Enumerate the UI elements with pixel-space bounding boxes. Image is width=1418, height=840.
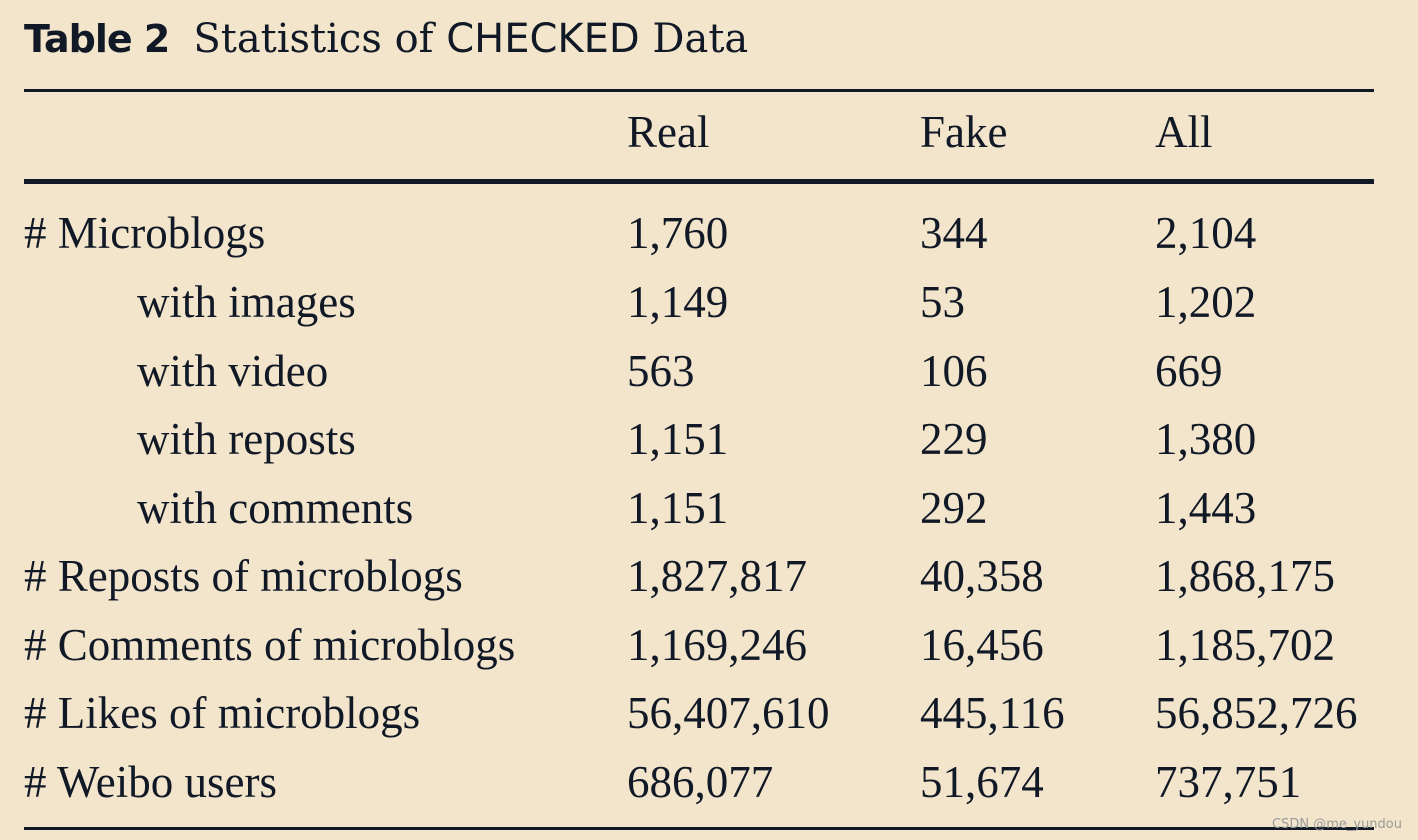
cell-fake: 229 <box>920 414 988 464</box>
cell-all: 1,202 <box>1155 277 1257 327</box>
cell-fake: 53 <box>920 277 965 327</box>
row-label-likes: # Likes of microblogs <box>24 688 421 738</box>
cell-all: 1,380 <box>1155 414 1257 464</box>
cell-real: 56,407,610 <box>627 688 830 738</box>
cell-all: 56,852,726 <box>1155 688 1358 738</box>
cell-fake: 16,456 <box>920 620 1044 670</box>
row-label-microblogs: # Microblogs <box>24 208 266 258</box>
cell-fake: 51,674 <box>920 757 1044 807</box>
cell-all: 1,443 <box>1155 483 1257 533</box>
cell-real: 1,760 <box>627 208 729 258</box>
header-all: All <box>1155 107 1213 157</box>
cell-real: 686,077 <box>627 757 774 807</box>
cell-all: 669 <box>1155 346 1223 396</box>
cell-real: 1,151 <box>627 483 729 533</box>
cell-fake: 106 <box>920 346 988 396</box>
row-label-with-reposts: with reposts <box>137 414 356 464</box>
table-caption: Table 2 Statistics of CHECKED Data <box>24 12 748 66</box>
row-label-with-comments: with comments <box>137 483 414 533</box>
cell-real: 563 <box>627 346 695 396</box>
row-label-weibo-users: # Weibo users <box>24 757 278 807</box>
dataset-name: CHECKED <box>446 16 640 62</box>
header-real: Real <box>627 107 710 157</box>
watermark: CSDN @me_yundou <box>1272 817 1402 832</box>
cell-all: 737,751 <box>1155 757 1302 807</box>
top-rule <box>24 89 1374 92</box>
cell-fake: 445,116 <box>920 688 1065 738</box>
cell-all: 1,185,702 <box>1155 620 1335 670</box>
caption-suffix: Data <box>639 16 749 62</box>
cell-real: 1,169,246 <box>627 620 807 670</box>
table-number: Table 2 <box>24 17 170 61</box>
cell-fake: 344 <box>920 208 988 258</box>
row-label-with-images: with images <box>137 277 356 327</box>
cell-all: 1,868,175 <box>1155 551 1335 601</box>
header-fake: Fake <box>920 107 1008 157</box>
cell-real: 1,151 <box>627 414 729 464</box>
header-rule <box>24 179 1374 184</box>
row-label-comments: # Comments of microblogs <box>24 620 516 670</box>
cell-all: 2,104 <box>1155 208 1257 258</box>
row-label-with-video: with video <box>137 346 329 396</box>
cell-fake: 40,358 <box>920 551 1044 601</box>
caption-text: Statistics of <box>193 16 447 62</box>
cell-real: 1,827,817 <box>627 551 807 601</box>
row-label-reposts: # Reposts of microblogs <box>24 551 463 601</box>
cell-real: 1,149 <box>627 277 729 327</box>
cell-fake: 292 <box>920 483 988 533</box>
bottom-rule <box>24 827 1374 830</box>
